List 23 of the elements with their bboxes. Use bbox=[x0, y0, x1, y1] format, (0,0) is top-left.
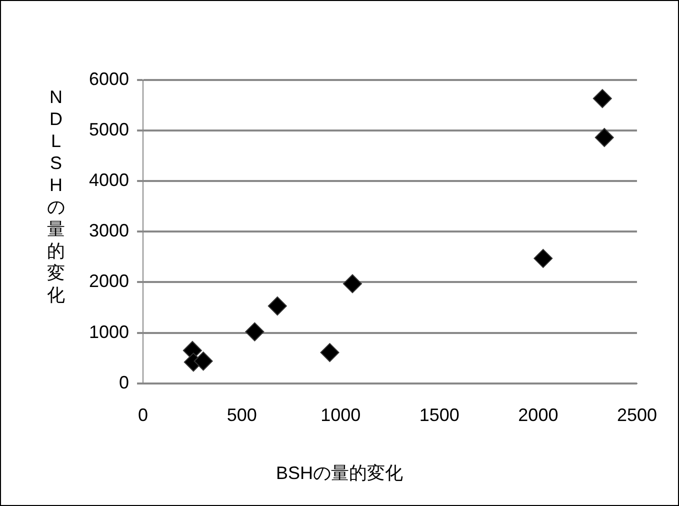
point bbox=[268, 296, 287, 316]
x-tick-label: 0 bbox=[138, 405, 148, 426]
y-tick-label: 0 bbox=[119, 372, 130, 392]
point bbox=[342, 274, 362, 294]
y-tick-label: 6000 bbox=[88, 68, 130, 89]
y-tick-label: 3000 bbox=[88, 220, 130, 241]
point bbox=[592, 89, 612, 108]
point bbox=[245, 322, 264, 342]
point bbox=[534, 248, 553, 268]
x-tick-label: 2000 bbox=[518, 405, 558, 426]
x-axis-title: BSHの量的変化 bbox=[274, 462, 404, 485]
text: NDLSHの量的変化 bbox=[47, 87, 65, 305]
y-tick-label: 4000 bbox=[88, 170, 130, 190]
x-tick-label: 2500 bbox=[616, 405, 657, 426]
point bbox=[594, 128, 614, 147]
x-tick-label: 1000 bbox=[320, 405, 361, 426]
y-tick-label: 1000 bbox=[88, 322, 130, 342]
point bbox=[320, 343, 340, 362]
y-tick-label: 2000 bbox=[88, 271, 130, 292]
x-tick-label: 1500 bbox=[419, 405, 460, 426]
y-tick-label: 5000 bbox=[88, 119, 130, 140]
point bbox=[194, 352, 213, 371]
x-tick-label: 500 bbox=[226, 405, 257, 426]
